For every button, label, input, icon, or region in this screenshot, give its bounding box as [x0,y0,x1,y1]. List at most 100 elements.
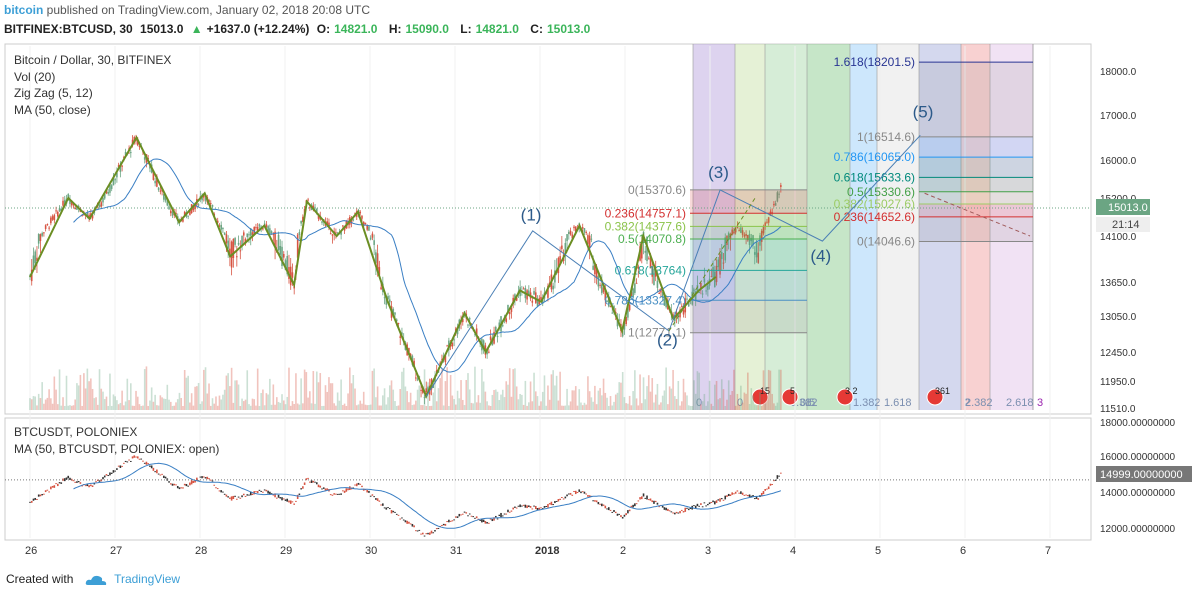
candle-body [274,231,276,248]
candle-body [621,330,624,337]
lower-candle [588,495,591,498]
candle-body [625,316,627,324]
lower-candle [229,497,231,499]
candle-body [573,226,575,229]
candle-body [583,228,586,233]
lower-candle [267,490,269,494]
volume-bar [295,373,297,410]
volume-bar [479,402,481,410]
volume-bar [574,386,577,410]
volume-bar [102,391,104,410]
upper-pane [4,43,1092,415]
lower-candle [95,481,97,483]
lower-candle [753,498,756,500]
candle-body [41,232,43,236]
candle-body [62,200,64,206]
volume-bar [199,403,202,410]
candle-body [597,276,600,287]
candle-body [121,165,123,167]
volume-bar [282,400,285,410]
lower-candle [731,492,733,495]
lower-candle [277,494,280,498]
volume-bar [769,370,772,410]
lower-candle [774,479,777,481]
candle-body [401,332,403,335]
candle-body [733,231,735,234]
candle-body [281,246,283,266]
volume-bar [587,376,589,410]
lower-candle [597,501,600,505]
volume-bar [248,404,250,410]
lower-candle [741,492,744,495]
lower-candle [726,495,728,497]
x-tick-label: 5 [875,545,881,557]
volume-bar [607,405,610,410]
lower-candle [69,477,71,481]
lower-candle [595,500,598,503]
candle-body [270,231,273,234]
lower-candle [607,507,610,511]
lower-candle [145,461,148,465]
author-link[interactable]: bitcoin [4,3,44,17]
candle-body [48,227,50,229]
volume-bar [53,376,56,410]
volume-bar [58,369,61,410]
lower-candle [738,492,740,494]
low-label: L: [460,22,472,36]
tradingview-link[interactable]: TradingView [114,572,181,586]
candle-body [731,229,733,235]
volume-bar [774,405,777,410]
volume-bar [408,402,410,410]
volume-bar [623,397,626,410]
volume-bar [592,401,594,410]
volume-bar [284,404,287,410]
candle-body [163,193,165,200]
lower-candle [435,528,438,530]
lower-candle [128,459,130,461]
lower-candle [670,511,673,513]
volume-bar [109,373,111,410]
lower-candle [124,460,127,463]
volume-bar [357,404,360,410]
volume-bar [455,404,457,410]
volume-bar [206,393,209,410]
lower-candle [620,515,622,518]
candle-body [585,231,587,233]
volume-bar [651,378,654,410]
volume-bar [93,398,96,410]
x-tick-label: 30 [365,545,377,557]
volume-bar [394,401,396,410]
candle-body [743,234,746,237]
volume-bar [322,405,325,410]
lower-candle [611,511,614,513]
candle-body [364,222,367,224]
candle-body [726,235,728,245]
volume-bar [762,370,765,410]
volume-bar [750,388,753,410]
candle-body [110,185,113,189]
lower-candle [710,501,713,503]
volume-bar [315,371,318,410]
volume-bar [554,385,556,410]
candle-body [253,226,256,234]
lower-candle [401,517,403,519]
lower-candle [291,501,294,503]
volume-bar [498,400,501,410]
volume-bar [402,367,405,410]
lower-candle [220,490,222,493]
lower-candle [307,477,309,479]
volume-bar [352,375,355,410]
lower-candle [187,485,189,487]
volume-bar [528,402,530,410]
volume-bar [677,380,680,410]
lower-candle [432,532,435,534]
volume-bar [547,385,549,410]
lower-candle [578,489,581,492]
lower-candle [152,467,155,471]
lower-candle [387,507,389,509]
y-tick-label: 13050.0 [1100,312,1137,323]
volume-bar [752,395,754,410]
lower-candle [121,465,123,467]
fib-extension-label: 0.5(15330.6) [847,185,915,199]
